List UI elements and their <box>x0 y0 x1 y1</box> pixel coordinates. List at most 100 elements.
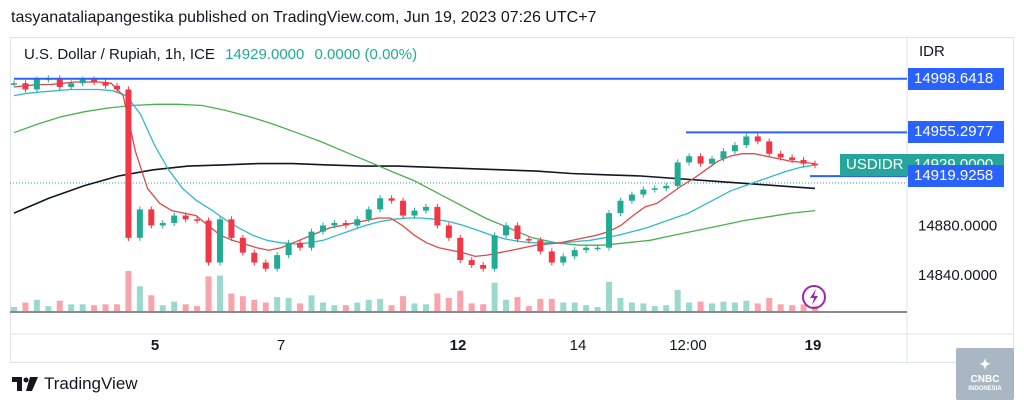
volume-bar <box>400 296 407 311</box>
volume-bar <box>743 300 750 311</box>
volume-bar <box>457 290 464 311</box>
candle-body <box>68 83 75 87</box>
volume-bar <box>125 271 132 311</box>
price-tick-label: 14880.0000 <box>918 217 997 234</box>
candle-body <box>411 210 418 216</box>
candle-body <box>331 222 338 226</box>
volume-bar <box>159 305 166 311</box>
tradingview-logo[interactable]: TradingView <box>12 374 138 394</box>
candle-body <box>468 260 475 266</box>
candle-body <box>754 136 761 142</box>
time-axis: 5 7 12 14 12:00 19 <box>151 337 822 354</box>
line-ema_slow <box>13 103 816 246</box>
volume-bar <box>319 302 326 311</box>
volume-bar <box>766 298 773 311</box>
cnbc-indonesia-logo: ✦ CNBC INDONESIA <box>956 348 1014 400</box>
candle-body <box>274 255 281 269</box>
candle-body <box>228 219 235 238</box>
time-tick-label: 14 <box>570 337 587 354</box>
volume-bar <box>91 305 98 311</box>
volume-bar <box>514 297 521 311</box>
symbol-tag: USDIDR <box>840 153 910 176</box>
volume-bar <box>411 303 418 311</box>
volume-bar <box>182 304 189 311</box>
candle-body <box>480 265 487 269</box>
candle-body <box>674 162 681 186</box>
time-tick-label: 7 <box>277 337 285 354</box>
volume-bar <box>686 302 693 311</box>
candle-body <box>354 219 361 226</box>
volume-bar <box>571 302 578 311</box>
time-tick-label: 5 <box>151 337 159 354</box>
candle-body <box>434 206 441 226</box>
price-tag: 14955.2977 <box>908 121 1004 144</box>
candle-body <box>11 83 17 85</box>
candle-body <box>686 156 693 163</box>
candle-body <box>159 222 166 226</box>
candle-body <box>388 198 395 201</box>
volume-bar <box>45 306 52 311</box>
horizontal-lines <box>14 77 907 178</box>
candle-body <box>651 188 658 190</box>
volume-bar <box>68 304 75 311</box>
volume-bar <box>239 296 246 311</box>
volume-bar <box>377 298 384 311</box>
volume-bar <box>594 307 601 311</box>
volume-bar <box>800 304 807 311</box>
candle-body <box>583 247 590 251</box>
lightning-icon[interactable] <box>802 285 826 309</box>
candle-body <box>239 237 246 253</box>
candle-body <box>548 251 555 263</box>
volume-bar <box>434 293 441 311</box>
candle-body <box>285 242 292 256</box>
time-tick-label: 12 <box>450 337 467 354</box>
candle-body <box>628 194 635 201</box>
legend-change: 0.0000 (0.00%) <box>314 46 418 63</box>
cnbc-watermark-text: CNBC <box>970 374 1000 385</box>
volume-bar <box>262 302 269 311</box>
candle-body <box>663 185 670 189</box>
volume-bar <box>777 304 784 311</box>
candle-body <box>766 141 773 154</box>
volume-bar <box>308 295 315 311</box>
volume-bar <box>251 299 258 311</box>
volume-bar <box>503 299 510 311</box>
volume-bar <box>651 306 658 311</box>
volume-bar <box>674 289 681 311</box>
line-ema_fast <box>13 81 816 258</box>
candle-body <box>91 79 98 83</box>
chart-frame[interactable] <box>10 37 1014 363</box>
volume-bar <box>480 304 487 311</box>
chart-legend: U.S. Dollar / Rupiah, 1h, ICE 14929.0000… <box>24 46 417 63</box>
volume-bar <box>216 275 223 311</box>
cnbc-watermark-subtext: INDONESIA <box>968 386 1002 392</box>
volume-bar <box>731 302 738 311</box>
volume-bar <box>583 305 590 311</box>
volume-bar <box>445 298 452 311</box>
candle-body <box>560 256 567 263</box>
volume-bar <box>422 304 429 311</box>
candle-body <box>262 262 269 269</box>
volume-bar <box>171 301 178 311</box>
candle-body <box>205 220 212 263</box>
candle-body <box>422 206 429 211</box>
volume-bar <box>194 306 201 311</box>
candle-body <box>308 231 315 248</box>
candle-body <box>297 242 304 248</box>
volume-bar <box>148 295 155 311</box>
candle-body <box>697 156 704 164</box>
candle-body <box>365 209 372 220</box>
candle-body <box>182 215 189 220</box>
candle-body <box>537 240 544 252</box>
candle-body <box>342 222 349 226</box>
volume-bar <box>548 298 555 311</box>
candle-body <box>56 78 63 87</box>
candle-body <box>731 145 738 152</box>
candle-body <box>571 250 578 257</box>
volume-bar <box>285 298 292 311</box>
volume-bar <box>56 300 63 311</box>
candle-body <box>136 209 143 238</box>
candle-body <box>79 79 86 84</box>
candle-body <box>125 89 132 238</box>
